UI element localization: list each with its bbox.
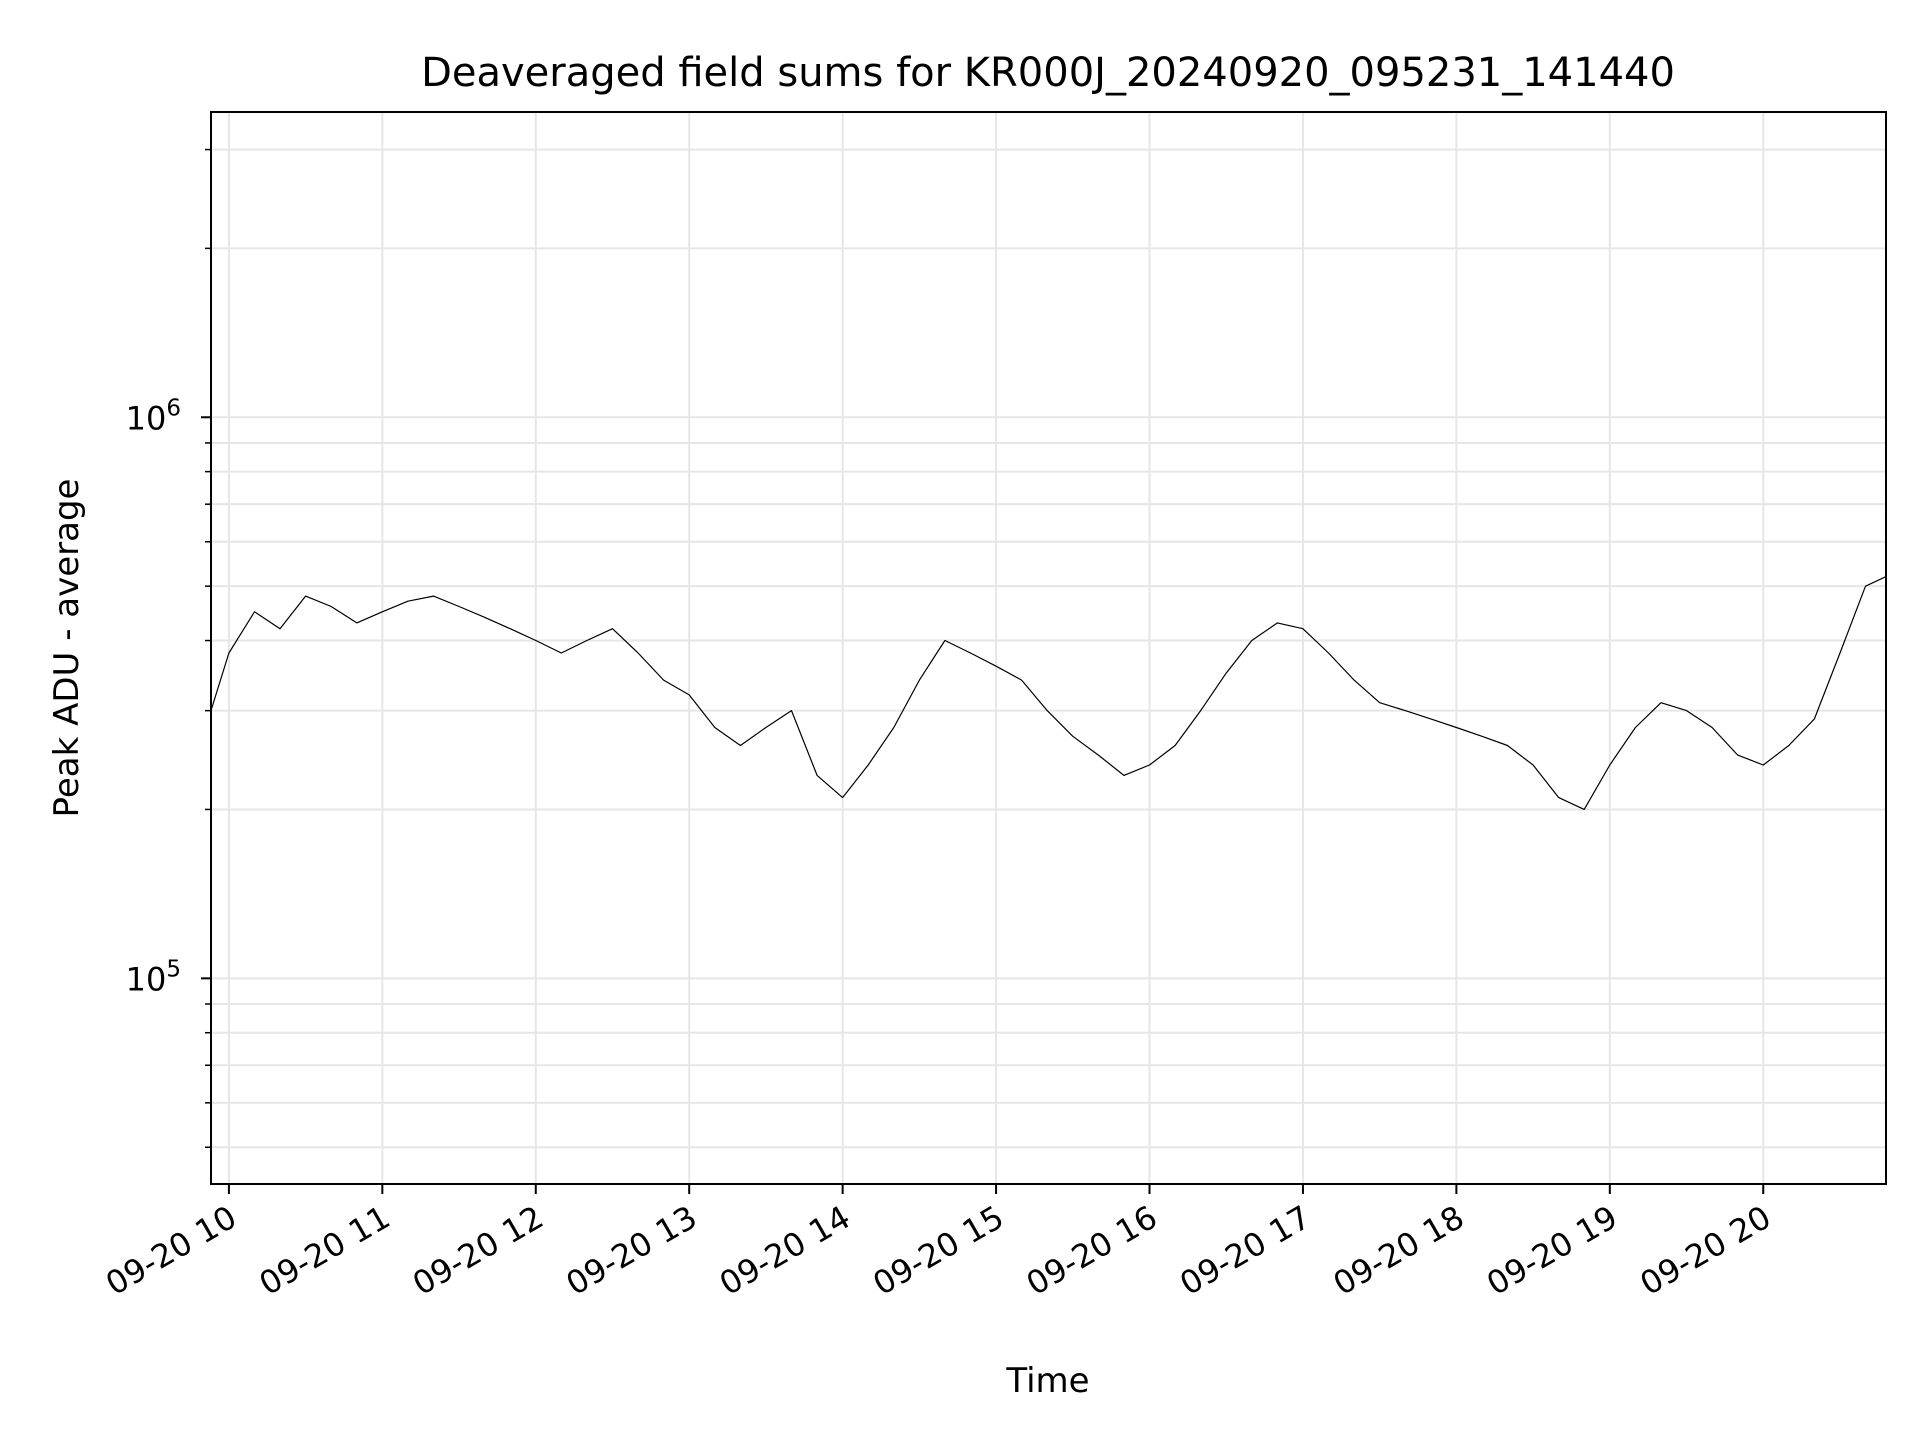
plot-frame <box>210 111 1887 1185</box>
y-tick-label-base: 10 <box>126 399 167 437</box>
x-axis-label: Time <box>1005 1361 1089 1401</box>
series-line <box>210 576 1887 810</box>
grid-minor <box>211 148 1886 1149</box>
y-tick-label-base: 10 <box>126 960 167 998</box>
y-tick-label: 105 <box>126 956 181 998</box>
y-axis-label: Peak ADU - average <box>47 479 87 818</box>
chart-title: Deaveraged field sums for KR000J_2024092… <box>421 50 1675 96</box>
y-tick-label-exponent: 5 <box>166 956 181 982</box>
y-tick-label: 106 <box>126 395 181 437</box>
grid-major <box>211 112 1886 1184</box>
y-tick-label-exponent: 6 <box>166 395 181 421</box>
